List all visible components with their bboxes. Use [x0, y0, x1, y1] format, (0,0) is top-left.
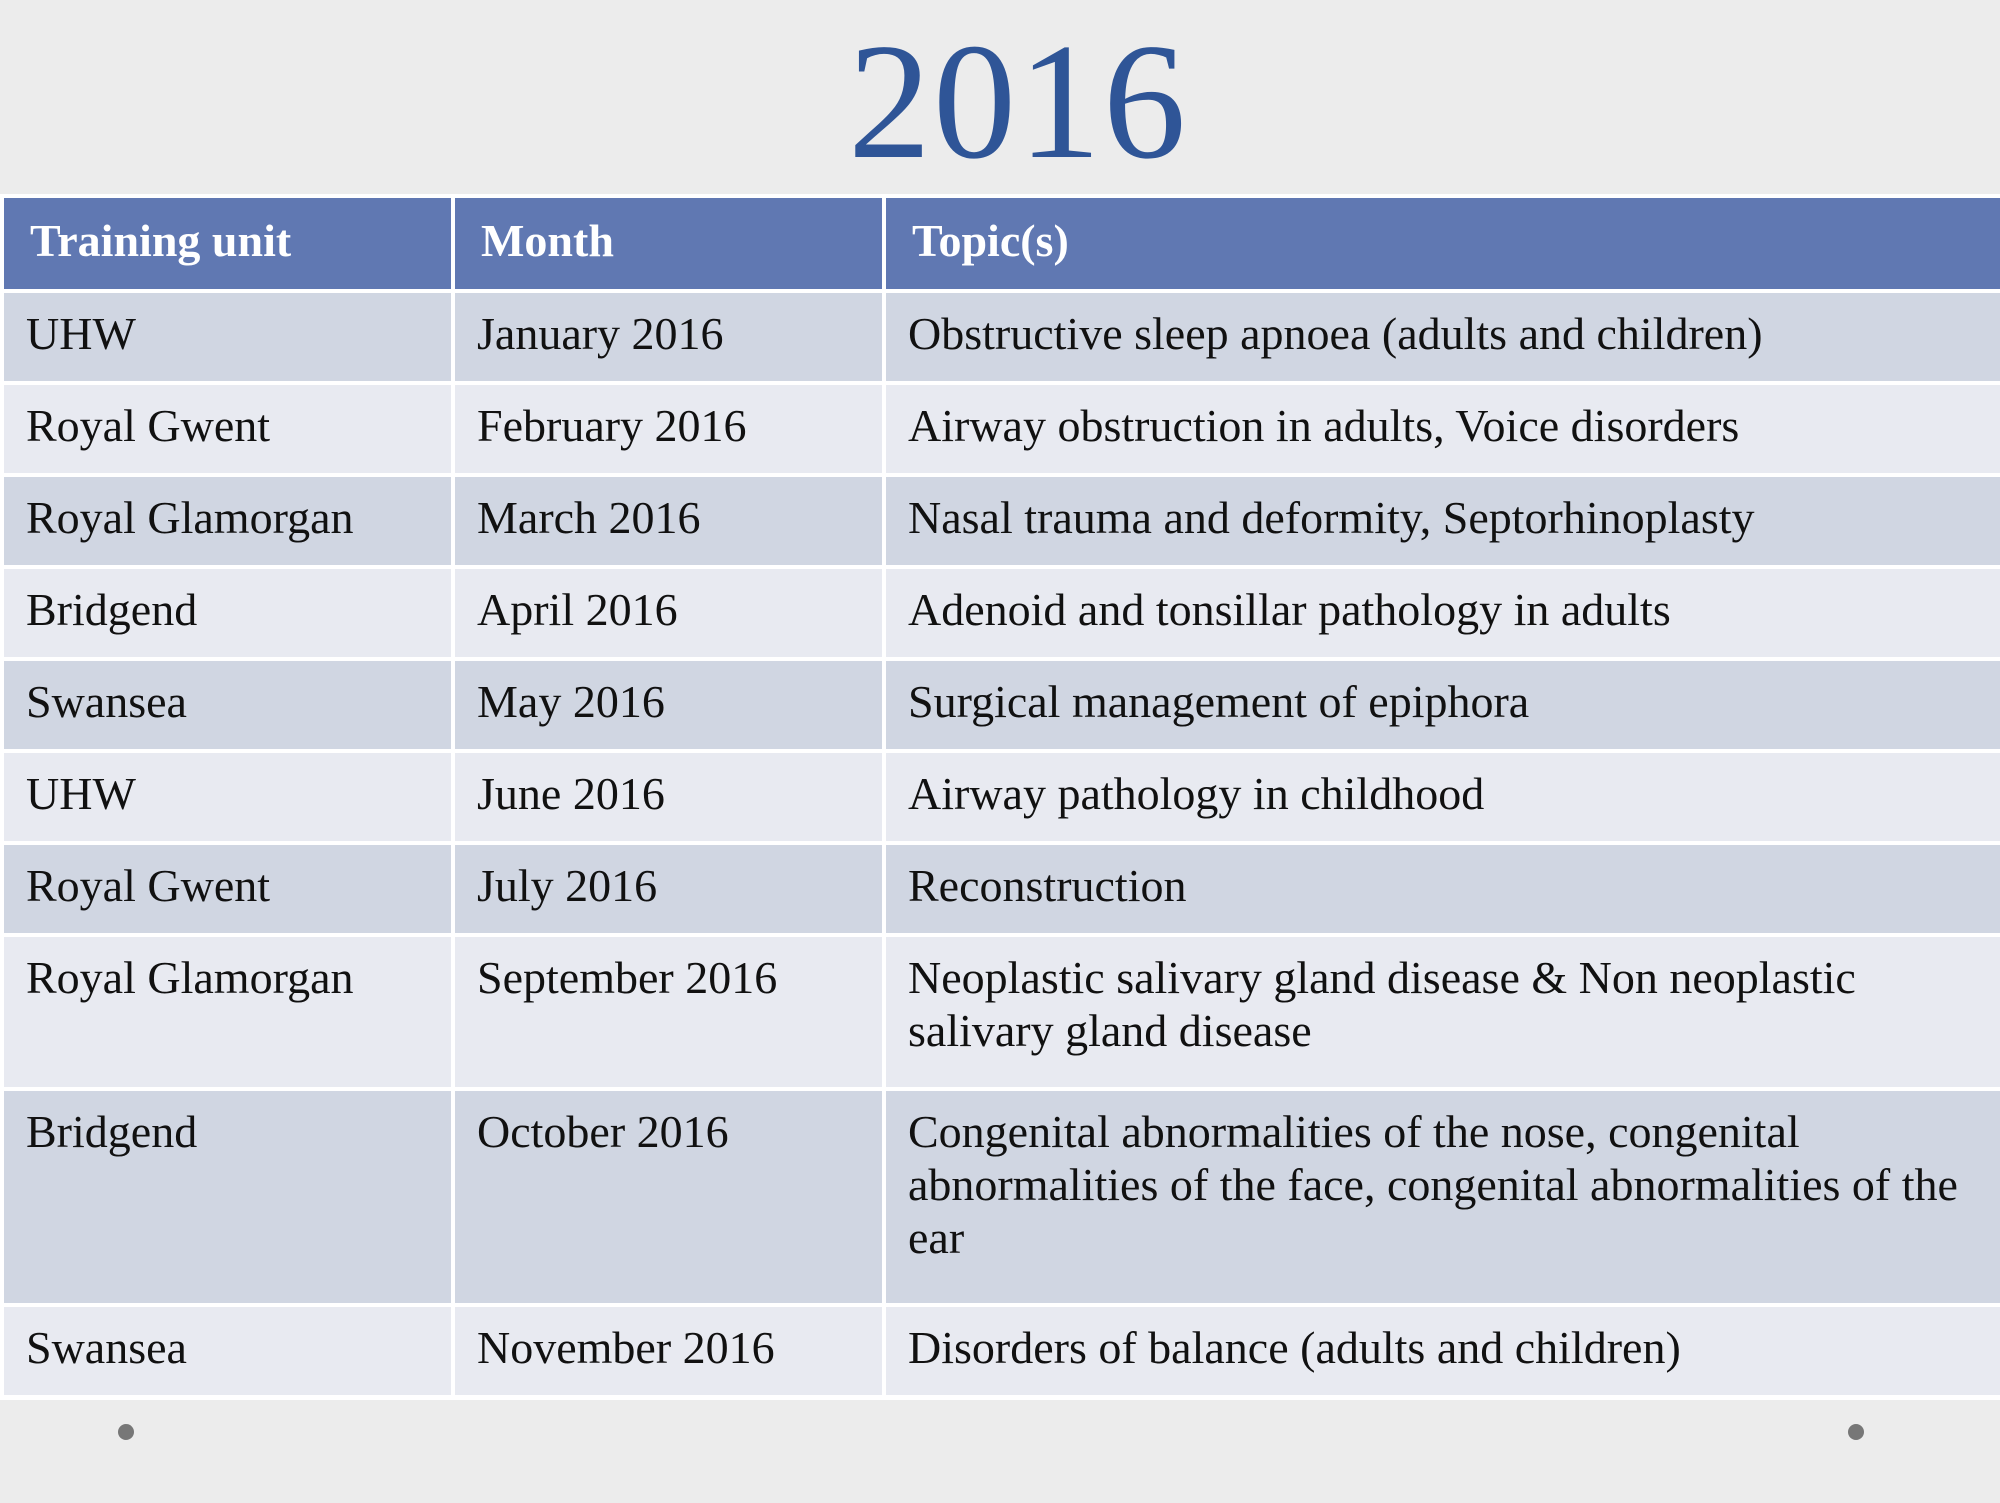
cell-month: March 2016	[451, 473, 886, 569]
cell-training-unit: Royal Glamorgan	[0, 933, 455, 1091]
cell-topics: Neoplastic salivary gland disease & Non …	[882, 933, 2000, 1091]
cell-training-unit: Royal Gwent	[0, 841, 455, 937]
table-row: UHW June 2016 Airway pathology in childh…	[0, 749, 2000, 845]
header-training-unit: Training unit	[0, 194, 455, 293]
cell-month: October 2016	[451, 1087, 886, 1307]
table-row: Royal Gwent February 2016 Airway obstruc…	[0, 381, 2000, 477]
cell-month: April 2016	[451, 565, 886, 661]
cell-training-unit: Bridgend	[0, 1087, 455, 1307]
cell-training-unit: Royal Glamorgan	[0, 473, 455, 569]
cell-topics: Congenital abnormalities of the nose, co…	[882, 1087, 2000, 1307]
cell-month: May 2016	[451, 657, 886, 753]
table-row: UHW January 2016 Obstructive sleep apnoe…	[0, 289, 2000, 385]
table-row: Royal Glamorgan September 2016 Neoplasti…	[0, 933, 2000, 1091]
cell-topics: Adenoid and tonsillar pathology in adult…	[882, 565, 2000, 661]
table-row: Royal Glamorgan March 2016 Nasal trauma …	[0, 473, 2000, 569]
cell-topics: Disorders of balance (adults and childre…	[882, 1303, 2000, 1399]
cell-topics: Surgical management of epiphora	[882, 657, 2000, 753]
table-header-row: Training unit Month Topic(s)	[0, 194, 2000, 293]
cell-month: July 2016	[451, 841, 886, 937]
cell-topics: Nasal trauma and deformity, Septorhinopl…	[882, 473, 2000, 569]
cell-topics: Obstructive sleep apnoea (adults and chi…	[882, 289, 2000, 385]
header-month: Month	[451, 194, 886, 293]
page-title: 2016	[848, 9, 1188, 193]
cell-topics: Airway pathology in childhood	[882, 749, 2000, 845]
cell-training-unit: Swansea	[0, 1303, 455, 1399]
cell-training-unit: Royal Gwent	[0, 381, 455, 477]
cell-month: November 2016	[451, 1303, 886, 1399]
cell-month: February 2016	[451, 381, 886, 477]
cell-training-unit: UHW	[0, 289, 455, 385]
table-row: Swansea November 2016 Disorders of balan…	[0, 1303, 2000, 1399]
training-schedule-table: Training unit Month Topic(s) UHW January…	[0, 194, 2000, 1399]
table-row: Swansea May 2016 Surgical management of …	[0, 657, 2000, 753]
cell-topics: Airway obstruction in adults, Voice diso…	[882, 381, 2000, 477]
cell-training-unit: Swansea	[0, 657, 455, 753]
training-schedule-table-container: Training unit Month Topic(s) UHW January…	[0, 194, 2000, 1400]
header-topics: Topic(s)	[882, 194, 2000, 293]
cell-training-unit: UHW	[0, 749, 455, 845]
table-row: Bridgend October 2016 Congenital abnorma…	[0, 1087, 2000, 1307]
left-bullet-icon	[118, 1424, 134, 1440]
table-row: Bridgend April 2016 Adenoid and tonsilla…	[0, 565, 2000, 661]
cell-topics: Reconstruction	[882, 841, 2000, 937]
table-row: Royal Gwent July 2016 Reconstruction	[0, 841, 2000, 937]
cell-training-unit: Bridgend	[0, 565, 455, 661]
cell-month: September 2016	[451, 933, 886, 1091]
cell-month: June 2016	[451, 749, 886, 845]
right-bullet-icon	[1848, 1424, 1864, 1440]
cell-month: January 2016	[451, 289, 886, 385]
